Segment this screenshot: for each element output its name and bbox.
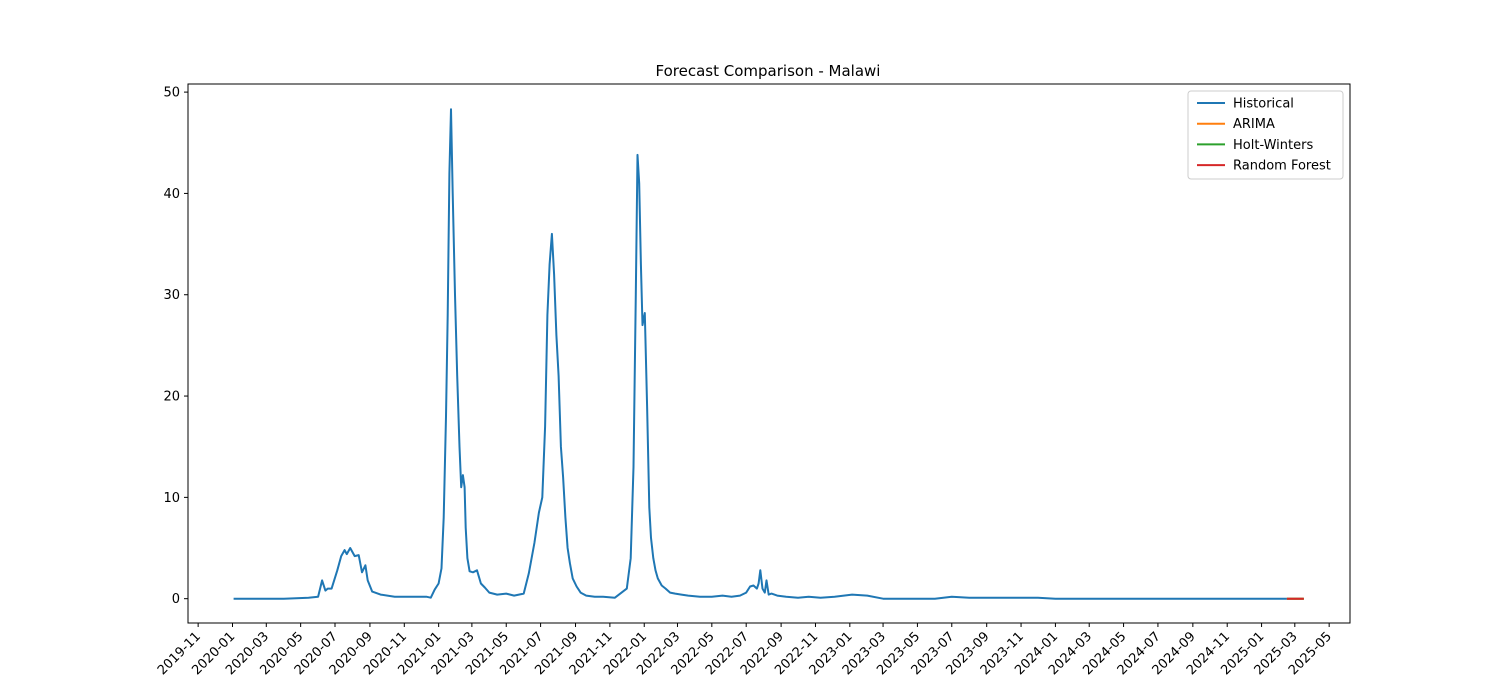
legend-label-holt-winters: Holt-Winters — [1233, 138, 1313, 153]
y-tick-label: 50 — [163, 86, 180, 101]
legend-label-random-forest: Random Forest — [1233, 159, 1331, 174]
y-tick-label: 30 — [163, 288, 180, 303]
plot-frame — [187, 83, 1351, 624]
chart-title: Forecast Comparison - Malawi — [656, 62, 881, 80]
legend-box — [1187, 90, 1344, 180]
legend-label-historical: Historical — [1233, 97, 1294, 112]
y-axis: 0 10 20 30 40 50 — [163, 86, 188, 607]
y-tick-label: 0 — [172, 592, 180, 607]
y-tick-label: 40 — [163, 187, 180, 202]
y-tick-label: 10 — [163, 491, 180, 506]
y-tick-label: 20 — [163, 390, 180, 405]
series-line-historical — [233, 108, 1287, 600]
legend: Historical ARIMA Holt-Winters Random Forest — [1187, 90, 1344, 180]
plot-area — [233, 108, 1304, 600]
legend-label-arima: ARIMA — [1233, 117, 1275, 132]
